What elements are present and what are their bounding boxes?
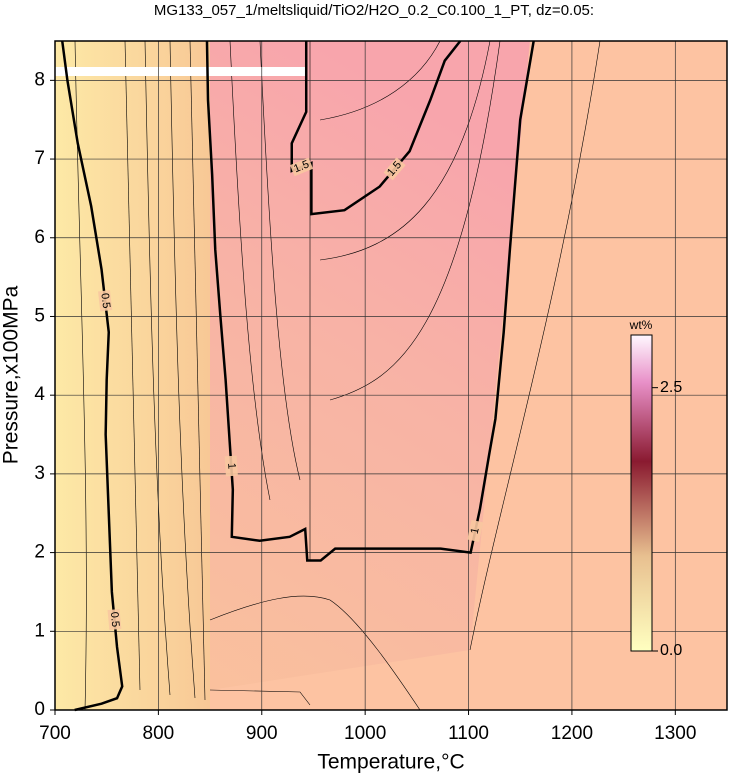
blank-band [55, 67, 307, 76]
y-tick-label: 2 [34, 542, 45, 563]
y-tick-label: 3 [34, 463, 45, 484]
minor-contour [319, 40, 491, 261]
colorbar-tick-label: 2.5 [660, 379, 682, 396]
contour-line [290, 40, 462, 216]
contour-label-bg [98, 290, 113, 312]
x-tick-label: 900 [246, 723, 278, 744]
minor-contour [209, 595, 421, 711]
y-tick-label: 1 [34, 620, 45, 641]
minor-contour [144, 40, 171, 696]
minor-contour [169, 40, 196, 699]
contour-label: 1.5 [292, 158, 311, 175]
x-tick-label: 1100 [448, 723, 489, 744]
minor-contour [329, 40, 501, 401]
background [55, 41, 727, 710]
contour-label: 0.5 [108, 611, 121, 627]
colorbar-label: wt% [629, 318, 653, 332]
contour-label: 1 [469, 527, 482, 536]
plot-frame [54, 40, 728, 711]
minor-contour [469, 40, 601, 651]
contour-label-bg [290, 157, 314, 177]
contour-line [60, 40, 124, 712]
contour-line [205, 40, 535, 562]
minor-contour [259, 40, 301, 481]
minor-contours [74, 40, 601, 711]
chart-title: MG133_057_1/meltsliquid/TiO2/H2O_0.2_C0.… [154, 2, 594, 19]
contour-label: 0.5 [98, 292, 112, 309]
x-axis-label: Temperature,°C [317, 751, 464, 774]
minor-contour [319, 40, 441, 121]
contour-label-bg [224, 455, 238, 477]
contour-label: 1 [225, 463, 237, 470]
x-tick-label: 700 [39, 723, 71, 744]
y-tick-label: 0 [34, 699, 45, 720]
y-axis-label: Pressure,x100MPa [0, 285, 23, 464]
y-tick-label: 8 [34, 69, 45, 90]
minor-contour [229, 40, 271, 501]
background-fill [210, 41, 530, 690]
y-tick-label: 5 [34, 305, 45, 326]
contour-label-bg [383, 157, 406, 181]
contour-label-bg [467, 519, 484, 542]
y-tick-label: 4 [34, 384, 45, 405]
y-tick-label: 6 [34, 227, 45, 248]
contour-label-bg [107, 608, 122, 631]
minor-contour [209, 689, 311, 706]
x-tick-label: 800 [143, 723, 175, 744]
colorbar-ticks: 0.0 2.5 [652, 379, 682, 659]
x-tick-label: 1200 [551, 723, 593, 744]
y-tick-label: 7 [34, 148, 45, 169]
x-tick-label: 1000 [344, 723, 386, 744]
colorbar [630, 334, 653, 652]
colorbar-tick-label: 0.0 [660, 642, 682, 659]
x-tick-label: 1300 [654, 723, 696, 744]
